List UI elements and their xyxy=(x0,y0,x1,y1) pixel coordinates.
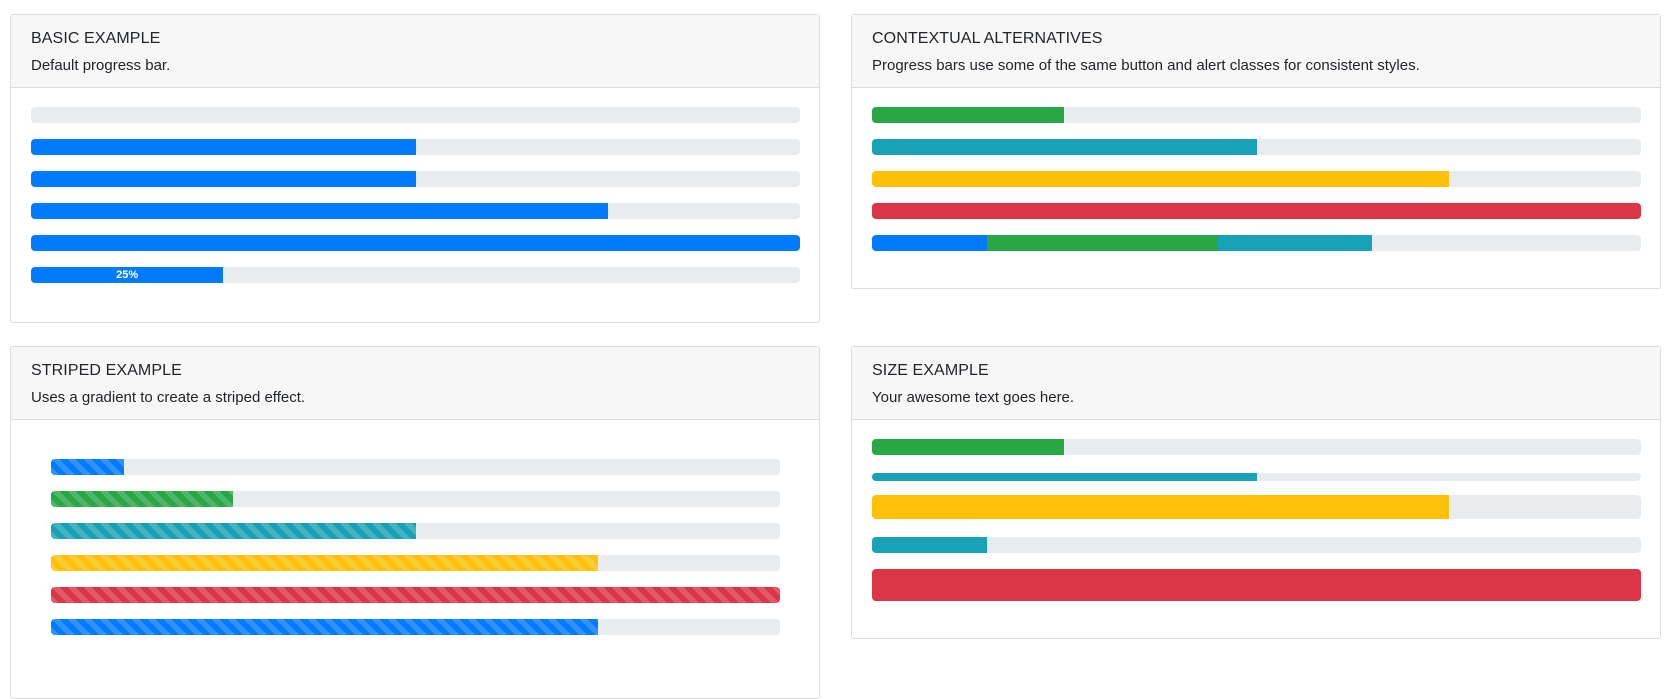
striped-progress-5 xyxy=(51,587,780,603)
striped-example-card: STRIPED EXAMPLE Uses a gradient to creat… xyxy=(10,346,820,699)
striped-progress-4 xyxy=(51,555,780,571)
contextual-progress-1 xyxy=(872,107,1641,123)
striped-progress-3 xyxy=(51,523,780,539)
basic-example-card: BASIC EXAMPLE Default progress bar. 25% xyxy=(10,14,820,323)
basic-progress-5-bar-1 xyxy=(31,235,800,251)
size-progress-3-bar-1 xyxy=(872,495,1449,519)
basic-progress-6: 25% xyxy=(31,267,800,283)
contextual-progress-4 xyxy=(872,203,1641,219)
contextual-progress-4-bar-1 xyxy=(872,203,1641,219)
basic-progress-5 xyxy=(31,235,800,251)
contextual-progress-2-bar-1 xyxy=(872,139,1257,155)
basic-example-title: BASIC EXAMPLE xyxy=(31,30,161,47)
contextual-progress-1-bar-1 xyxy=(872,107,1065,123)
striped-example-subtitle: Uses a gradient to create a striped effe… xyxy=(31,389,306,406)
striped-progress-2 xyxy=(51,491,780,507)
size-progress-1-bar-1 xyxy=(872,439,1065,455)
size-progress-4 xyxy=(872,537,1641,553)
striped-progress-5-bar-1 xyxy=(51,587,780,603)
striped-progress-3-bar-1 xyxy=(51,523,416,539)
size-progress-5-bar-1 xyxy=(872,569,1641,601)
size-example-subtitle: Your awesome text goes here. xyxy=(872,389,1075,406)
contextual-progress-5-bar-1 xyxy=(872,235,988,251)
contextual-progress-2 xyxy=(872,139,1641,155)
basic-progress-1 xyxy=(31,107,800,123)
size-progress-4-bar-1 xyxy=(872,537,988,553)
basic-progress-3 xyxy=(31,171,800,187)
basic-progress-3-bar-1 xyxy=(31,171,416,187)
striped-progress-1-bar-1 xyxy=(51,459,124,475)
striped-example-title: STRIPED EXAMPLE xyxy=(31,362,182,379)
contextual-progress-5-bar-2 xyxy=(987,235,1219,251)
size-example-header: SIZE EXAMPLE Your awesome text goes here… xyxy=(852,347,1660,420)
contextual-alternatives-card: CONTEXTUAL ALTERNATIVES Progress bars us… xyxy=(851,14,1661,289)
contextual-progress-3 xyxy=(872,171,1641,187)
size-example-title: SIZE EXAMPLE xyxy=(872,362,989,379)
size-example-card: SIZE EXAMPLE Your awesome text goes here… xyxy=(851,346,1661,639)
striped-progress-2-bar-1 xyxy=(51,491,234,507)
striped-progress-4-bar-1 xyxy=(51,555,598,571)
basic-progress-2 xyxy=(31,139,800,155)
basic-progress-4 xyxy=(31,203,800,219)
contextual-alternatives-subtitle: Progress bars use some of the same butto… xyxy=(872,57,1420,74)
contextual-progress-3-bar-1 xyxy=(872,171,1449,187)
basic-example-subtitle: Default progress bar. xyxy=(31,57,171,74)
basic-progress-2-bar-1 xyxy=(31,139,416,155)
size-progress-1 xyxy=(872,439,1641,455)
contextual-alternatives-header: CONTEXTUAL ALTERNATIVES Progress bars us… xyxy=(852,15,1660,88)
size-progress-3 xyxy=(872,495,1641,519)
contextual-progress-5-bar-3 xyxy=(1218,235,1372,251)
striped-example-header: STRIPED EXAMPLE Uses a gradient to creat… xyxy=(11,347,819,420)
basic-progress-4-bar-1 xyxy=(31,203,608,219)
size-progress-2-bar-1 xyxy=(872,473,1257,481)
contextual-alternatives-title: CONTEXTUAL ALTERNATIVES xyxy=(872,30,1103,47)
size-progress-5 xyxy=(872,569,1641,601)
contextual-progress-5 xyxy=(872,235,1641,251)
striped-progress-6 xyxy=(51,619,780,635)
basic-example-header: BASIC EXAMPLE Default progress bar. xyxy=(11,15,819,88)
size-progress-2 xyxy=(872,473,1641,481)
basic-progress-6-bar-1: 25% xyxy=(31,267,224,283)
striped-progress-6-bar-1 xyxy=(51,619,598,635)
striped-progress-1 xyxy=(51,459,780,475)
